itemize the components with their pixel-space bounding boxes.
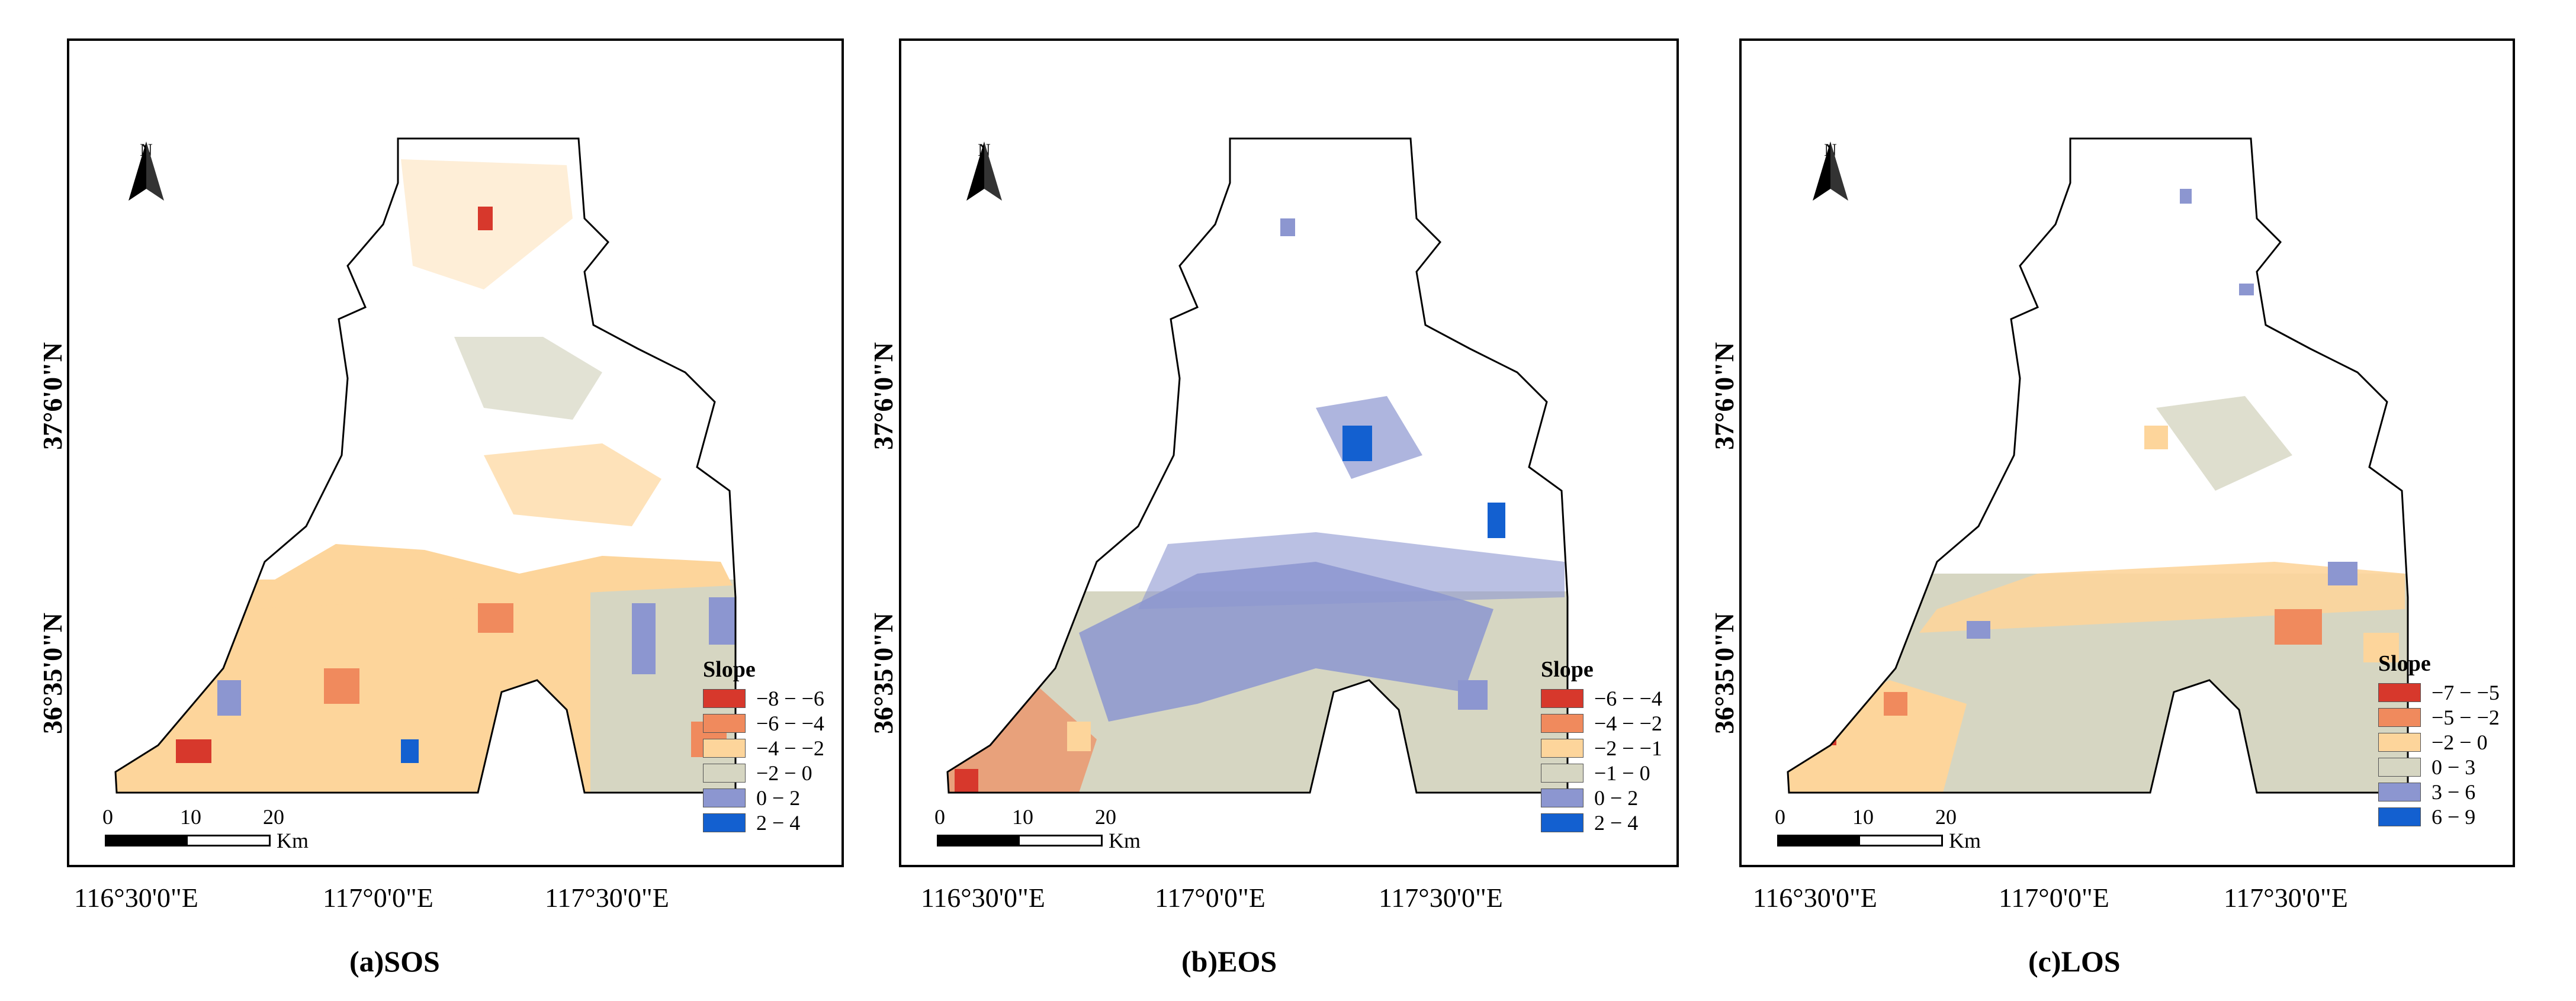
legend-swatch bbox=[703, 764, 746, 783]
lat-label: 37°6'0"N bbox=[1709, 342, 1739, 450]
legend-item: 0 − 3 bbox=[2378, 755, 2500, 780]
panel-sos: N Slope −8 − −6 −6 − −4 −4 − −2 −2 − 0 0… bbox=[0, 0, 859, 1001]
lat-label: 37°6'0"N bbox=[868, 342, 898, 450]
legend-item: 2 − 4 bbox=[1541, 810, 1662, 835]
legend-item: −7 − −5 bbox=[2378, 680, 2500, 705]
lat-label: 37°6'0"N bbox=[37, 342, 68, 450]
legend-swatch bbox=[1541, 764, 1583, 783]
legend-swatch bbox=[2378, 683, 2421, 702]
map-canvas bbox=[114, 137, 737, 794]
lon-label: 116°30'0"E bbox=[921, 883, 1045, 913]
legend-title: Slope bbox=[1541, 657, 1594, 682]
lat-label: 36°35'0"N bbox=[1709, 613, 1739, 734]
legend: Slope −6 − −4 −4 − −2 −2 − −1 −1 − 0 0 −… bbox=[1541, 656, 1662, 835]
scale-bar: 0 10 20 Km bbox=[102, 805, 309, 852]
legend-item: −4 − −2 bbox=[703, 736, 824, 761]
map-canvas bbox=[946, 137, 1569, 794]
panel-los: N Slope −7 − −5 −5 − −2 −2 − 0 0 − 3 3 −… bbox=[1709, 0, 2576, 1001]
legend-item: −4 − −2 bbox=[1541, 711, 1662, 736]
scale-segment-black bbox=[937, 835, 1020, 846]
scale-bar: 0 10 20 Km bbox=[1775, 805, 1981, 852]
legend-item: −2 − 0 bbox=[2378, 730, 2500, 755]
legend-item: −6 − −4 bbox=[1541, 686, 1662, 711]
legend: Slope −8 − −6 −6 − −4 −4 − −2 −2 − 0 0 −… bbox=[703, 656, 824, 835]
legend-swatch bbox=[2378, 783, 2421, 802]
legend-swatch bbox=[1541, 788, 1583, 807]
north-arrow-icon bbox=[1813, 141, 1848, 201]
legend-swatch bbox=[2378, 807, 2421, 826]
north-arrow: N bbox=[123, 141, 170, 201]
map-canvas bbox=[1787, 137, 2409, 794]
legend-item: 0 − 2 bbox=[1541, 786, 1662, 810]
scale-segment-black bbox=[105, 835, 188, 846]
scale-bar: 0 10 20 Km bbox=[934, 805, 1141, 852]
panel-caption: (a)SOS bbox=[349, 945, 440, 978]
map-frame: N Slope −7 − −5 −5 − −2 −2 − 0 0 − 3 3 −… bbox=[1739, 38, 2515, 867]
north-arrow: N bbox=[1807, 141, 1854, 201]
legend-swatch bbox=[703, 788, 746, 807]
scale-ticks: 0 10 20 bbox=[1775, 805, 1957, 829]
legend-swatch bbox=[703, 739, 746, 758]
legend-swatch bbox=[2378, 708, 2421, 727]
north-arrow: N bbox=[961, 141, 1008, 201]
legend-item: 3 − 6 bbox=[2378, 780, 2500, 804]
legend-item: −1 − 0 bbox=[1541, 761, 1662, 786]
lat-label: 36°35'0"N bbox=[37, 613, 68, 734]
legend-swatch bbox=[1541, 813, 1583, 832]
scale-segment-white bbox=[188, 835, 271, 846]
lat-label: 36°35'0"N bbox=[868, 613, 898, 734]
lon-label: 117°30'0"E bbox=[1379, 883, 1503, 913]
legend-item: −8 − −6 bbox=[703, 686, 824, 711]
legend-item: −5 − −2 bbox=[2378, 705, 2500, 730]
scale-segment-white bbox=[1020, 835, 1103, 846]
legend-swatch bbox=[703, 689, 746, 708]
legend-swatch bbox=[1541, 689, 1583, 708]
panel-caption: (b)EOS bbox=[1181, 945, 1277, 978]
legend-item: −2 − −1 bbox=[1541, 736, 1662, 761]
legend-swatch bbox=[1541, 739, 1583, 758]
legend-swatch bbox=[1541, 714, 1583, 733]
map-frame: N Slope −8 − −6 −6 − −4 −4 − −2 −2 − 0 0… bbox=[67, 38, 844, 867]
legend-swatch bbox=[2378, 758, 2421, 777]
legend-item: 0 − 2 bbox=[703, 786, 824, 810]
lon-label: 116°30'0"E bbox=[74, 883, 198, 913]
scale-ticks: 0 10 20 bbox=[934, 805, 1116, 829]
north-arrow-icon bbox=[129, 141, 164, 201]
legend-item: 6 − 9 bbox=[2378, 804, 2500, 829]
legend-swatch bbox=[2378, 733, 2421, 752]
legend-swatch bbox=[703, 714, 746, 733]
north-arrow-icon bbox=[966, 141, 1002, 201]
legend-title: Slope bbox=[2378, 651, 2431, 676]
panel-caption: (c)LOS bbox=[2028, 945, 2121, 978]
scale-ticks: 0 10 20 bbox=[102, 805, 284, 829]
lon-label: 117°0'0"E bbox=[1155, 883, 1265, 913]
lon-label: 117°0'0"E bbox=[1999, 883, 2109, 913]
legend-swatch bbox=[703, 813, 746, 832]
lon-label: 117°30'0"E bbox=[545, 883, 669, 913]
scale-segment-black bbox=[1777, 835, 1860, 846]
legend: Slope −7 − −5 −5 − −2 −2 − 0 0 − 3 3 − 6… bbox=[2378, 651, 2500, 829]
legend-item: −6 − −4 bbox=[703, 711, 824, 736]
legend-title: Slope bbox=[703, 657, 756, 682]
legend-item: −2 − 0 bbox=[703, 761, 824, 786]
map-frame: N Slope −6 − −4 −4 − −2 −2 − −1 −1 − 0 0… bbox=[899, 38, 1679, 867]
lon-label: 117°0'0"E bbox=[323, 883, 433, 913]
lon-label: 117°30'0"E bbox=[2224, 883, 2348, 913]
panel-eos: N Slope −6 − −4 −4 − −2 −2 − −1 −1 − 0 0… bbox=[859, 0, 1717, 1001]
lon-label: 116°30'0"E bbox=[1753, 883, 1877, 913]
legend-item: 2 − 4 bbox=[703, 810, 824, 835]
scale-segment-white bbox=[1860, 835, 1943, 846]
